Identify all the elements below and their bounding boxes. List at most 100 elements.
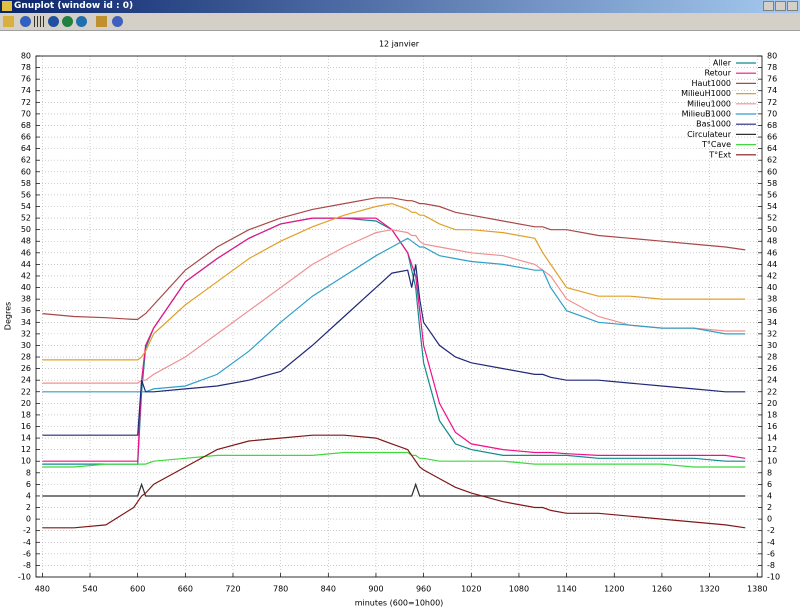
y2-tick-label: 70	[767, 109, 777, 118]
options-button[interactable]	[96, 16, 107, 27]
series-line	[42, 217, 746, 465]
y2-tick-label: 6	[767, 480, 772, 489]
y2-tick-label: 68	[767, 121, 777, 130]
legend-label: MilieuH1000	[681, 89, 731, 98]
x-tick-label: 720	[225, 585, 240, 594]
y2-tick-label: 62	[767, 156, 777, 165]
x-tick-label: 840	[321, 585, 336, 594]
y-tick-label: 64	[21, 144, 31, 153]
y-tick-label: 48	[21, 237, 31, 246]
y-tick-label: 66	[21, 133, 31, 142]
y2-tick-label: 80	[767, 52, 777, 61]
y-tick-label: 52	[21, 214, 31, 223]
y-tick-label: 40	[21, 283, 31, 292]
zoom-prev-button[interactable]	[48, 16, 59, 27]
y2-tick-label: 8	[767, 468, 772, 477]
y-axis-label: Degres	[4, 302, 13, 330]
y-tick-label: 14	[21, 434, 31, 443]
y-tick-label: 72	[21, 98, 31, 107]
replot-button[interactable]	[20, 16, 31, 27]
y2-tick-label: 26	[767, 364, 777, 373]
minimize-button[interactable]	[763, 1, 774, 11]
y2-tick-label: -8	[767, 561, 775, 570]
y-tick-label: 6	[26, 480, 31, 489]
plot-frame	[35, 55, 763, 578]
y2-tick-label: 66	[767, 133, 777, 142]
y-tick-label: 42	[21, 271, 31, 280]
y2-tick-label: 20	[767, 399, 777, 408]
series-line	[42, 264, 746, 436]
y2-tick-label: 78	[767, 63, 777, 72]
y-tick-label: 68	[21, 121, 31, 130]
help-button[interactable]	[112, 16, 123, 27]
y-tick-label: 60	[21, 167, 31, 176]
y2-tick-label: 60	[767, 167, 777, 176]
y-tick-label: 24	[21, 376, 31, 385]
y2-tick-label: 50	[767, 225, 777, 234]
y-tick-label: 4	[26, 491, 31, 500]
legend-label: Aller	[713, 59, 732, 68]
y-tick-label: 70	[21, 109, 31, 118]
maximize-button[interactable]	[775, 1, 786, 11]
y-tick-label: 12	[21, 445, 31, 454]
y-tick-label: 20	[21, 399, 31, 408]
y2-tick-label: 16	[767, 422, 777, 431]
y-tick-label: -2	[23, 526, 31, 535]
zoom-next-button[interactable]	[62, 16, 73, 27]
y-tick-label: 32	[21, 329, 31, 338]
y-tick-label: 38	[21, 295, 31, 304]
series-line	[42, 434, 746, 529]
y-tick-label: 8	[26, 468, 31, 477]
copy-button[interactable]	[3, 16, 14, 27]
y-tick-label: 46	[21, 248, 31, 257]
x-tick-label: 660	[178, 585, 193, 594]
window-title: Gnuplot (window id : 0)	[14, 1, 134, 11]
legend-label: T°Ext	[708, 150, 731, 159]
y-tick-label: -10	[18, 573, 31, 582]
y-tick-label: 74	[21, 86, 31, 95]
y-tick-label: 58	[21, 179, 31, 188]
y-tick-label: 54	[21, 202, 31, 211]
legend-label: MilieuB1000	[682, 110, 731, 119]
y-tick-label: 26	[21, 364, 31, 373]
title-bar: Gnuplot (window id : 0)	[0, 0, 800, 13]
chart-title: 12 janvier	[379, 40, 420, 49]
y2-tick-label: 44	[767, 260, 777, 269]
x-tick-label: 900	[368, 585, 383, 594]
y2-tick-label: 36	[767, 306, 777, 315]
y-tick-label: 78	[21, 63, 31, 72]
x-tick-label: 780	[273, 585, 288, 594]
y2-tick-label: 10	[767, 457, 777, 466]
plot-area	[36, 56, 762, 577]
series-line	[42, 482, 746, 497]
y-tick-label: 76	[21, 75, 31, 84]
close-button[interactable]	[787, 1, 798, 11]
x-tick-label: 960	[416, 585, 431, 594]
y-tick-label: 44	[21, 260, 31, 269]
y-tick-label: 34	[21, 318, 31, 327]
y2-tick-label: 34	[767, 318, 777, 327]
y2-tick-label: 14	[767, 434, 777, 443]
y2-tick-label: -6	[767, 549, 775, 558]
y2-tick-label: -2	[767, 526, 775, 535]
legend-label: Circulateur	[687, 130, 732, 139]
y2-tick-label: 24	[767, 376, 777, 385]
y2-tick-label: 52	[767, 214, 777, 223]
series-line	[42, 202, 746, 361]
y2-tick-label: 46	[767, 248, 777, 257]
y2-tick-label: 58	[767, 179, 777, 188]
grid-button[interactable]	[34, 16, 45, 27]
y2-tick-label: 22	[767, 387, 777, 396]
legend-label: T°Cave	[701, 140, 731, 149]
x-tick-label: 1380	[747, 585, 767, 594]
unzoom-button[interactable]	[76, 16, 87, 27]
y2-tick-label: 56	[767, 190, 777, 199]
x-tick-label: 1140	[556, 585, 576, 594]
x-tick-label: 540	[82, 585, 97, 594]
toolbar	[0, 13, 800, 31]
x-tick-label: 1320	[699, 585, 719, 594]
y2-tick-label: -4	[767, 538, 775, 547]
y2-tick-label: 74	[767, 86, 777, 95]
